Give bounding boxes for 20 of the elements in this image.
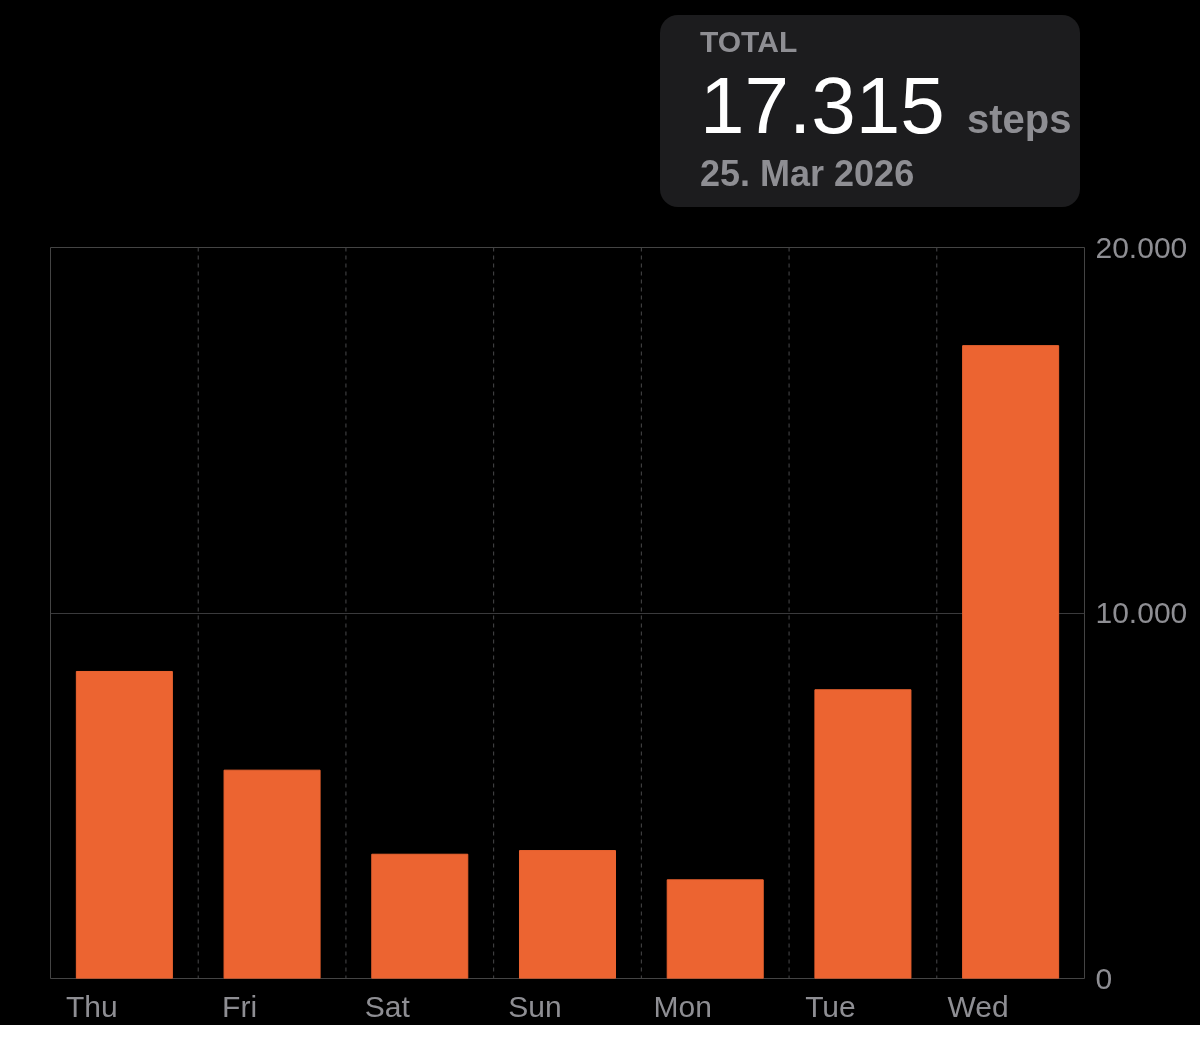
x-tick-label: Thu (66, 989, 118, 1023)
bar (223, 769, 321, 979)
y-tick-label: 20.000 (1095, 230, 1188, 264)
bar (814, 689, 912, 979)
text: TOTAL (700, 25, 798, 58)
x-tick-label: Wed (947, 989, 1009, 1023)
bar (666, 879, 764, 979)
bar (371, 853, 469, 979)
y-tick-label: 10.000 (1095, 596, 1188, 629)
x-tick-label: Tue (805, 989, 856, 1023)
bar (962, 345, 1060, 979)
x-tick-label: Sun (508, 989, 562, 1023)
x-tick-label: Sat (364, 989, 411, 1023)
x-tick-label: Fri (222, 989, 258, 1023)
bar (518, 850, 617, 979)
text: 25. Mar 2026 (700, 152, 915, 194)
y-tick-label: 0 (1095, 961, 1113, 995)
x-tick-label: Mon (653, 989, 712, 1023)
text: 17.315 steps (700, 60, 1072, 150)
bar (75, 670, 173, 979)
